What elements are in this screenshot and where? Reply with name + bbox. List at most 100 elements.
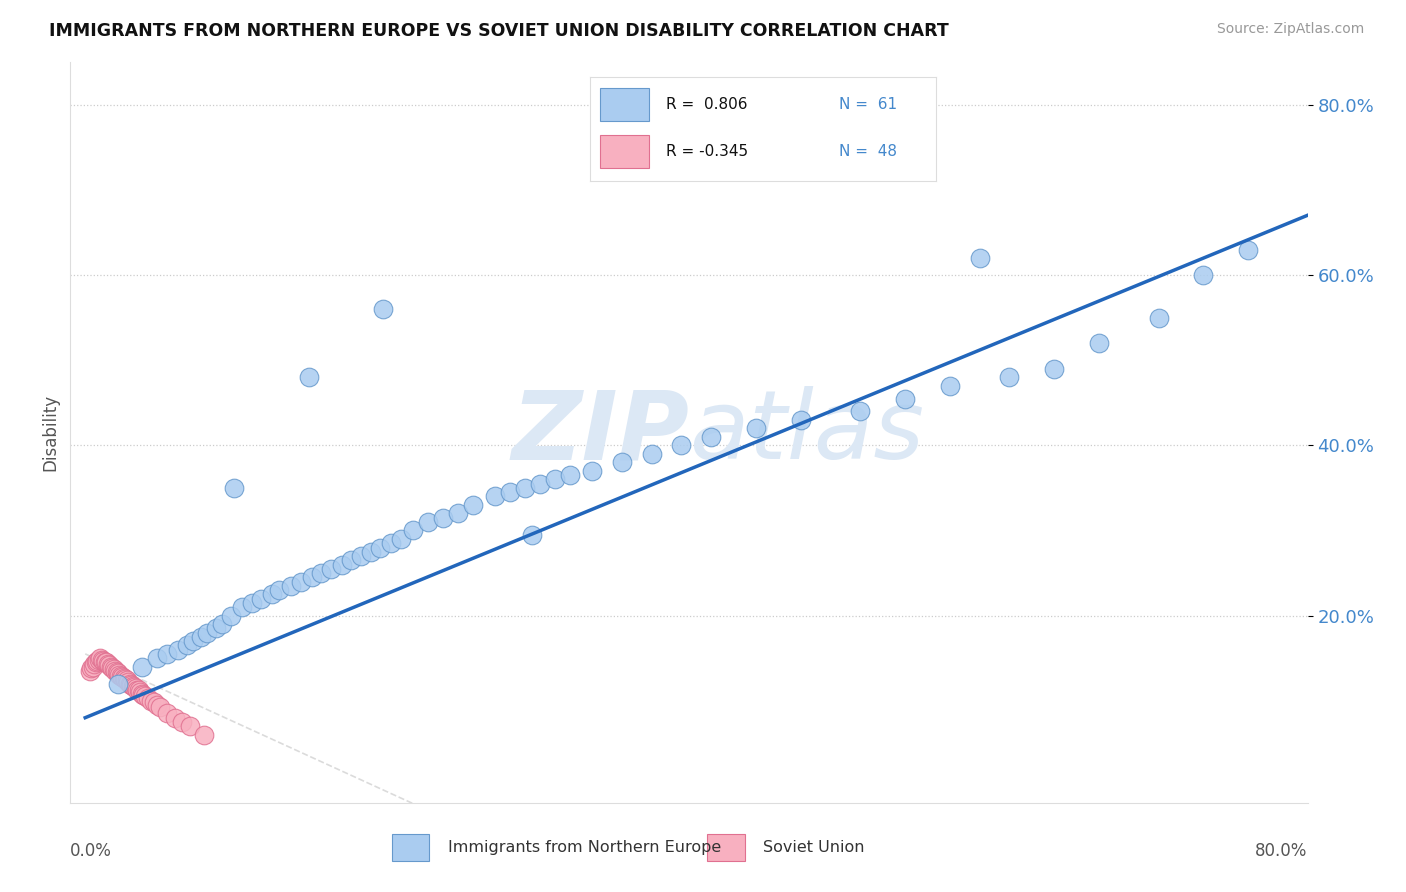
Point: [89, 651, 111, 665]
Point: [610, 455, 633, 469]
Point: [1088, 336, 1111, 351]
Point: [700, 430, 723, 444]
Point: [380, 536, 402, 550]
Point: [309, 566, 332, 580]
Point: [107, 666, 129, 681]
Point: [1237, 243, 1260, 257]
Text: 80.0%: 80.0%: [1256, 842, 1308, 860]
Point: [298, 370, 321, 384]
Point: [522, 527, 544, 541]
Point: [139, 694, 162, 708]
Point: [142, 695, 165, 709]
Point: [90, 653, 112, 667]
Point: [339, 553, 361, 567]
Point: [350, 549, 373, 563]
Point: [190, 630, 212, 644]
Point: [179, 719, 201, 733]
Point: [301, 570, 323, 584]
Point: [127, 682, 149, 697]
Point: [558, 468, 581, 483]
Point: [112, 671, 135, 685]
Point: [790, 413, 813, 427]
Point: [373, 302, 395, 317]
Point: [640, 447, 662, 461]
Point: [250, 591, 273, 606]
Point: [156, 647, 179, 661]
Point: [290, 574, 312, 589]
Point: [129, 685, 152, 699]
Point: [1192, 268, 1215, 283]
Point: [461, 498, 484, 512]
Point: [260, 587, 283, 601]
Point: [84, 656, 107, 670]
Point: [156, 706, 179, 721]
Point: [145, 651, 167, 665]
Point: [97, 657, 120, 671]
Point: [402, 524, 425, 538]
Point: [114, 673, 136, 687]
Point: [115, 673, 138, 688]
Point: [82, 659, 104, 673]
Point: [163, 711, 186, 725]
Point: [110, 669, 132, 683]
Point: [360, 545, 382, 559]
Point: [149, 700, 172, 714]
Point: [136, 691, 159, 706]
Text: atlas: atlas: [689, 386, 924, 479]
Point: [103, 662, 125, 676]
Point: [107, 676, 129, 690]
Point: [132, 688, 155, 702]
Point: [370, 541, 392, 555]
Point: [101, 661, 124, 675]
Point: [100, 659, 122, 673]
Point: [447, 507, 470, 521]
Point: [998, 370, 1021, 384]
Point: [240, 596, 263, 610]
Text: ZIP: ZIP: [510, 386, 689, 479]
Point: [104, 664, 127, 678]
Point: [111, 670, 134, 684]
Y-axis label: Disability: Disability: [41, 394, 59, 471]
Point: [544, 472, 567, 486]
Point: [484, 490, 506, 504]
Point: [79, 664, 101, 678]
Point: [231, 600, 253, 615]
Point: [939, 379, 962, 393]
Point: [120, 677, 142, 691]
Point: [499, 485, 522, 500]
Point: [166, 642, 188, 657]
Text: IMMIGRANTS FROM NORTHERN EUROPE VS SOVIET UNION DISABILITY CORRELATION CHART: IMMIGRANTS FROM NORTHERN EUROPE VS SOVIE…: [49, 22, 949, 40]
Point: [416, 515, 439, 529]
Point: [87, 653, 110, 667]
Point: [86, 654, 108, 668]
Point: [205, 621, 228, 635]
Point: [849, 404, 872, 418]
Point: [181, 634, 204, 648]
Point: [193, 728, 215, 742]
Point: [432, 510, 454, 524]
Point: [969, 251, 991, 265]
Text: 0.0%: 0.0%: [70, 842, 112, 860]
Point: [98, 657, 121, 672]
Point: [176, 639, 198, 653]
Point: [513, 481, 536, 495]
Point: [581, 464, 603, 478]
Point: [118, 676, 141, 690]
Point: [330, 558, 353, 572]
Point: [211, 617, 233, 632]
Point: [108, 668, 131, 682]
Point: [134, 690, 156, 704]
Point: [267, 582, 290, 597]
Point: [93, 655, 115, 669]
Point: [94, 656, 117, 670]
Text: Source: ZipAtlas.com: Source: ZipAtlas.com: [1216, 22, 1364, 37]
Point: [321, 562, 343, 576]
Point: [172, 714, 194, 729]
Point: [280, 579, 302, 593]
Point: [80, 661, 103, 675]
Point: [894, 392, 917, 406]
Point: [131, 659, 153, 673]
Point: [117, 675, 139, 690]
Point: [224, 481, 246, 495]
Point: [1147, 310, 1170, 325]
